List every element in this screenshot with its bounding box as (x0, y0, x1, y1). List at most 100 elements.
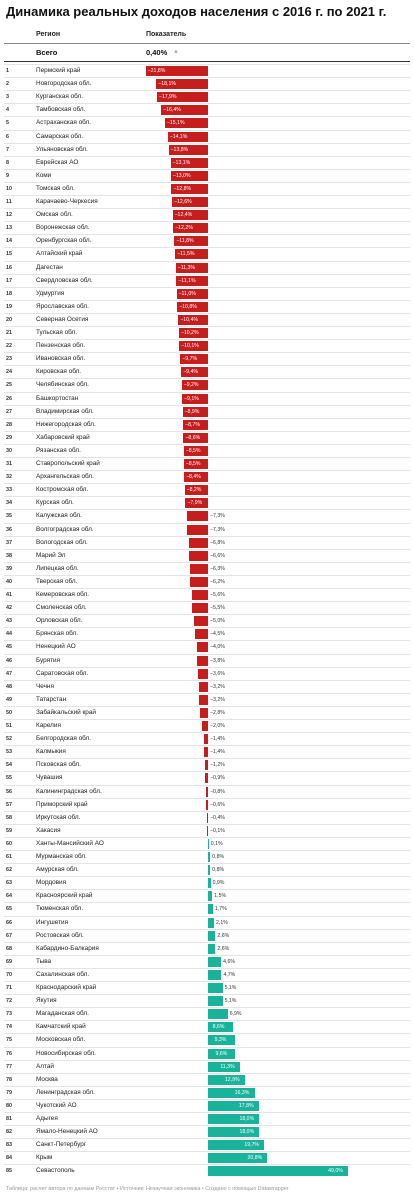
row-region-label: Севастополь (36, 1167, 75, 1175)
column-header-region[interactable]: Регион (36, 31, 61, 38)
table-row: 84 Крым 20,8% (4, 1151, 410, 1164)
row-rank: 9 (6, 172, 9, 179)
table-row: 61 Мурманская обл. 0,8% (4, 850, 410, 863)
value-bar (208, 1009, 228, 1020)
value-bar (208, 983, 223, 993)
table-row: 68 Кабардино-Балкария 2,6% (4, 941, 410, 955)
value-label: −0,8% (210, 788, 225, 795)
table-row: 58 Иркутская обл. −0,4% (4, 810, 410, 824)
value-label: −3,2% (210, 696, 225, 703)
row-rank: 56 (6, 788, 12, 795)
value-bar (183, 459, 208, 469)
row-region-label: Мордовия (36, 879, 67, 887)
row-rank: 6 (6, 133, 9, 140)
row-rank: 82 (6, 1129, 12, 1136)
row-rank: 23 (6, 356, 12, 363)
value-label: 0,8% (212, 867, 225, 874)
column-header-value[interactable]: Показатель (146, 31, 187, 38)
table-row: 73 Магаданская обл. 6,9% (4, 1007, 410, 1020)
value-label: 8,6% (212, 1024, 225, 1031)
row-rank: 64 (6, 893, 12, 900)
table-row: 71 Краснодарский край 5,1% (4, 981, 410, 994)
value-bar (168, 144, 208, 155)
table-row: 74 Камчатский край 8,6% (4, 1020, 410, 1033)
value-bar (181, 393, 208, 404)
table-row: 5 Астраханская обл. −15,1% (4, 116, 410, 129)
row-region-label: Москва (36, 1075, 58, 1083)
row-region-label: Камчатский край (36, 1023, 86, 1031)
value-label: −7,3% (210, 513, 225, 520)
value-label: −10,2% (180, 330, 199, 336)
value-label: −13,8% (170, 146, 189, 153)
table-row: 52 Белгородская обл. −1,4% (4, 732, 410, 745)
value-bar (208, 943, 216, 954)
value-bar (183, 445, 208, 456)
row-region-label: Вологодская обл. (36, 538, 88, 546)
value-bar (208, 1074, 245, 1085)
value-label: 18,0% (239, 1116, 255, 1122)
value-bar (208, 1087, 255, 1098)
table-row: 28 Нижегородская обл. −8,7% (4, 417, 410, 431)
row-region-label: Адыгея (36, 1115, 58, 1122)
value-bar (177, 301, 208, 312)
value-label: −1,4% (210, 749, 225, 756)
row-rank: 51 (6, 723, 12, 729)
value-bar (182, 406, 208, 417)
table-row: 18 Удмуртия −11,0% (4, 286, 410, 300)
value-label: −8,9% (184, 408, 200, 415)
row-region-label: Оренбургская обл. (36, 237, 92, 245)
row-rank: 67 (6, 932, 12, 939)
value-label: −9,2% (183, 382, 199, 389)
row-region-label: Ханты-Мансийский АО (36, 839, 104, 847)
value-label: 4,6% (223, 958, 235, 965)
table-row: 40 Тверская обл. −6,2% (4, 574, 410, 588)
value-bar (198, 681, 208, 692)
table-row: 83 Санкт-Петербург 19,7% (4, 1138, 410, 1151)
row-rank: 36 (6, 526, 12, 533)
row-rank: 80 (6, 1102, 12, 1109)
value-bar (208, 1140, 265, 1151)
value-bar (208, 1166, 349, 1177)
row-region-label: Астраханская обл. (36, 119, 92, 127)
value-bar (208, 969, 222, 980)
row-rank: 14 (6, 238, 12, 245)
table-row: 38 Марий Эл −6,6% (4, 548, 410, 562)
row-region-label: Амурская обл. (36, 866, 79, 874)
table-row: 27 Владимирская обл. −8,9% (4, 404, 410, 418)
row-region-label: Рязанская обл. (36, 446, 81, 454)
value-label: 9,6% (215, 1050, 228, 1057)
value-label: −21,8% (147, 68, 166, 74)
row-rank: 79 (6, 1089, 12, 1096)
value-label: −11,1% (178, 277, 196, 284)
value-label: −14,1% (169, 133, 188, 140)
table-row: 69 Тыва 4,6% (4, 954, 410, 968)
row-region-label: Тюменская обл. (36, 905, 84, 913)
value-label: −6,6% (210, 552, 225, 559)
row-region-label: Тверская обл. (36, 577, 78, 585)
value-label: −11,8% (176, 238, 194, 245)
value-label: −6,8% (210, 539, 225, 546)
row-region-label: Кемеровская обл. (36, 591, 90, 598)
table-row: 85 Севастополь 49,0% (4, 1164, 410, 1177)
sort-arrow-icon[interactable]: ▲ (173, 49, 179, 55)
table-row: 8 Еврейская АО −13,1% (4, 155, 410, 169)
row-rank: 71 (6, 985, 12, 991)
row-rank: 35 (6, 513, 12, 520)
value-label: 6,9% (229, 1011, 242, 1018)
value-bar (208, 852, 211, 862)
row-rank: 17 (6, 277, 12, 284)
row-region-label: Карелия (36, 722, 61, 729)
value-label: −13,1% (172, 159, 191, 166)
row-region-label: Курганская обл. (36, 93, 84, 101)
value-label: −4,5% (210, 631, 225, 638)
row-rank: 21 (6, 330, 12, 336)
row-region-label: Воронежская обл. (36, 224, 90, 232)
row-rank: 11 (6, 199, 12, 205)
row-region-label: Самарская обл. (36, 132, 84, 140)
row-rank: 43 (6, 618, 12, 625)
value-label: −7,3% (210, 526, 225, 533)
row-rank: 18 (6, 290, 12, 297)
value-bar (183, 419, 208, 430)
table-row: 32 Архангельская обл. −8,4% (4, 470, 410, 483)
row-region-label: Псковская обл. (36, 761, 81, 769)
